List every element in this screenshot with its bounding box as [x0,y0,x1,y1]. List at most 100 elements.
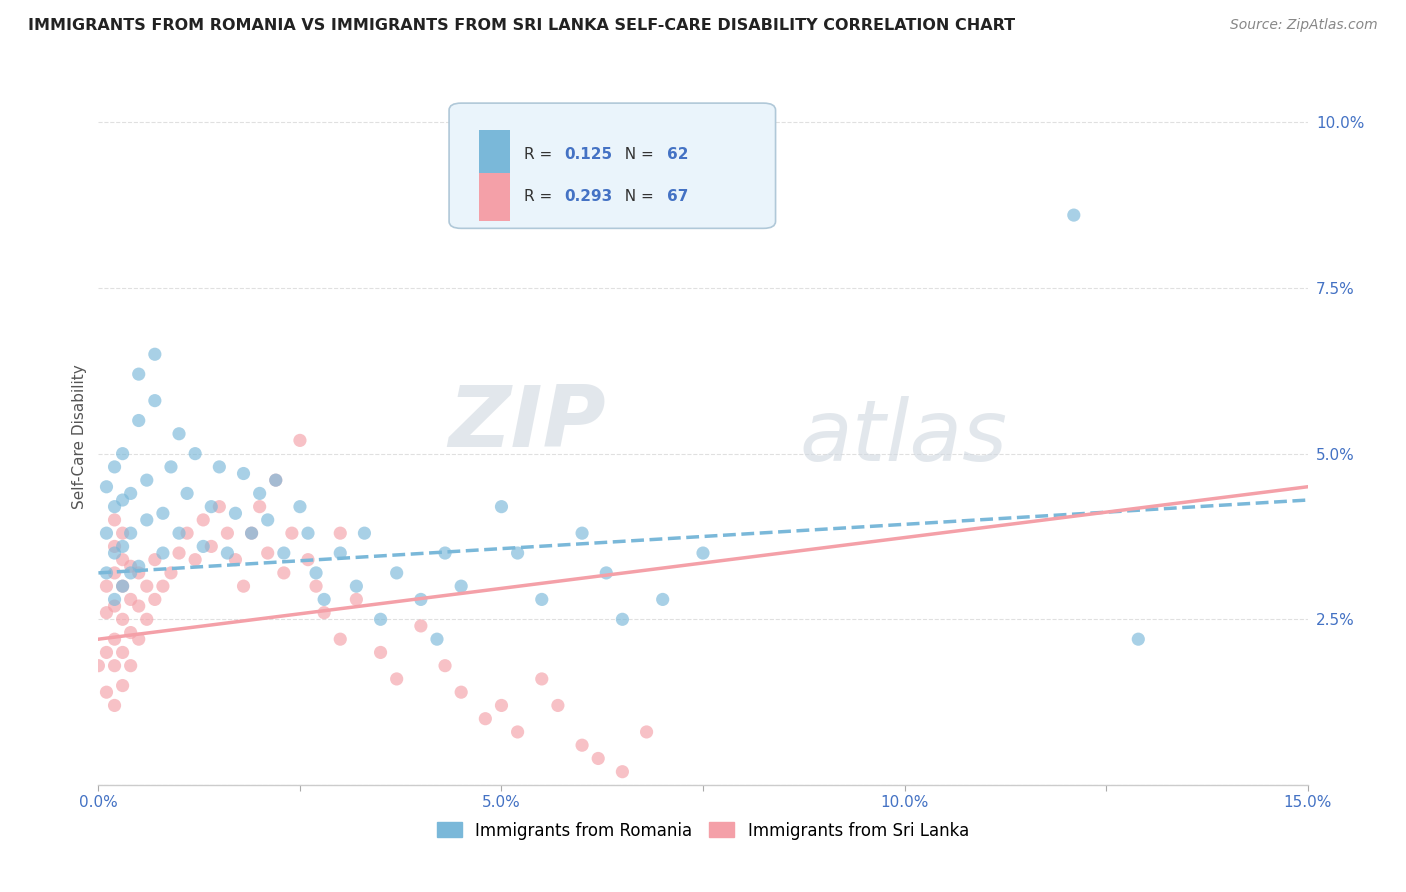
Point [329,632,352,647]
Point [176,526,198,541]
Point [96,685,118,699]
Text: R =: R = [524,147,557,162]
Point [232,467,254,481]
Text: N =: N = [614,189,658,204]
Point [385,672,408,686]
Text: 0.293: 0.293 [564,189,612,204]
Point [176,486,198,500]
Point [530,592,553,607]
Text: 67: 67 [666,189,688,204]
Point [96,606,118,620]
Point [571,526,593,541]
Point [152,579,174,593]
Point [571,738,593,752]
Point [217,526,239,541]
Point [491,698,513,713]
Point [612,764,634,779]
Text: IMMIGRANTS FROM ROMANIA VS IMMIGRANTS FROM SRI LANKA SELF-CARE DISABILITY CORREL: IMMIGRANTS FROM ROMANIA VS IMMIGRANTS FR… [28,18,1015,33]
Point [184,447,207,461]
Point [409,619,432,633]
Point [208,459,231,474]
Point [160,566,183,580]
Point [111,540,134,554]
Point [103,513,125,527]
Point [491,500,513,514]
Point [143,347,166,361]
Point [111,526,134,541]
Point [103,592,125,607]
Point [135,612,157,626]
Point [224,552,246,566]
Point [1128,632,1150,647]
Point [281,526,304,541]
Point [103,698,125,713]
Point [595,566,617,580]
Point [305,566,328,580]
Point [256,546,278,560]
Text: 0.125: 0.125 [564,147,612,162]
Point [450,579,472,593]
Point [120,526,142,541]
Point [128,566,150,580]
Point [103,658,125,673]
Point [651,592,673,607]
Point [288,434,311,448]
Point [111,552,134,566]
Point [506,546,529,560]
Point [120,559,142,574]
Legend: Immigrants from Romania, Immigrants from Sri Lanka: Immigrants from Romania, Immigrants from… [430,815,976,847]
Point [314,606,336,620]
Point [120,625,142,640]
Point [193,540,215,554]
Point [128,632,150,647]
Point [135,579,157,593]
Point [120,592,142,607]
Point [329,526,352,541]
Point [305,579,328,593]
Point [128,559,150,574]
Point [200,540,222,554]
Text: R =: R = [524,189,557,204]
Point [385,566,408,580]
Point [426,632,449,647]
Point [506,725,529,739]
Point [249,500,271,514]
Point [111,679,134,693]
Point [409,592,432,607]
Y-axis label: Self-Care Disability: Self-Care Disability [72,365,87,509]
Point [344,592,367,607]
Point [160,459,183,474]
FancyBboxPatch shape [479,130,509,179]
Point [288,500,311,514]
Point [264,473,287,487]
Point [264,473,287,487]
Point [96,480,118,494]
Point [167,526,190,541]
Point [586,751,609,765]
Point [87,658,110,673]
Point [434,546,457,560]
Point [135,473,157,487]
Point [120,658,142,673]
Point [297,552,319,566]
Point [200,500,222,514]
Point [152,506,174,520]
Point [692,546,714,560]
Point [474,712,496,726]
Point [224,506,246,520]
Point [120,566,142,580]
Point [128,367,150,381]
Point [103,500,125,514]
Point [103,566,125,580]
Point [96,645,118,659]
Point [143,592,166,607]
Point [143,552,166,566]
Text: N =: N = [614,147,658,162]
Point [450,685,472,699]
Point [249,486,271,500]
Point [111,493,134,508]
Point [217,546,239,560]
Point [167,546,190,560]
Text: 62: 62 [666,147,688,162]
Point [273,566,295,580]
